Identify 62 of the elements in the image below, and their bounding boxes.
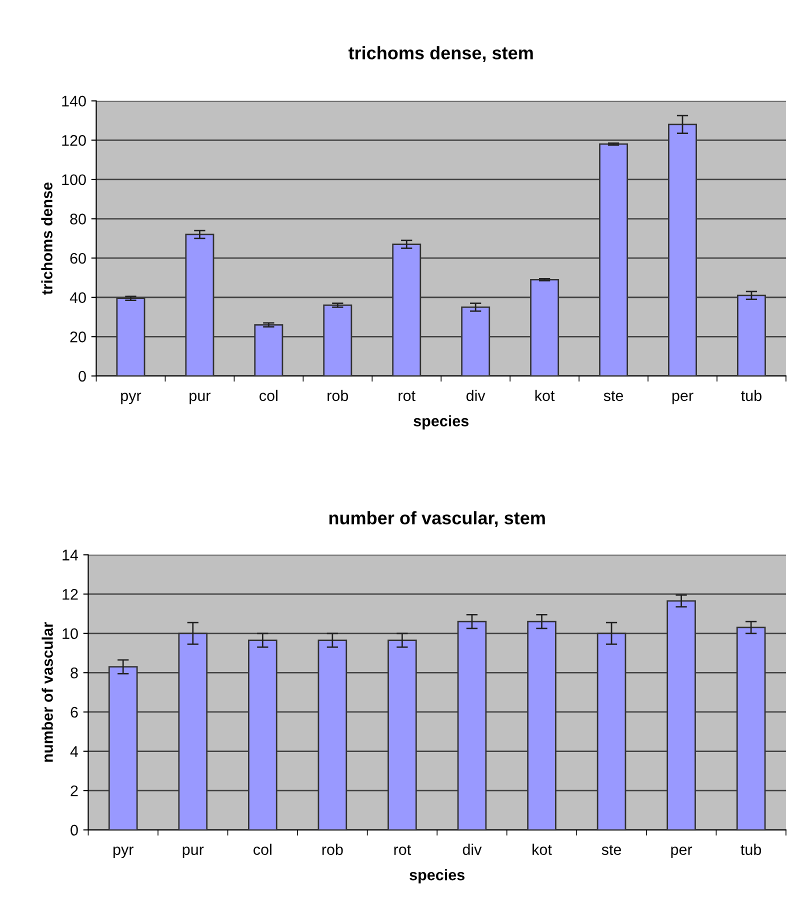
x-tick-label: per [672,392,694,404]
y-tick-label: 20 [70,332,86,342]
x-tick-label: rob [328,390,348,402]
x-tick-label: per [671,846,692,858]
x-tick-label: ste [604,391,624,402]
bar [457,620,487,830]
y-tick-label: 40 [70,292,86,304]
y-tick-label: 120 [62,135,86,146]
bar [736,626,766,830]
y-tick-label: 60 [70,252,86,264]
y-tick-label: 0 [70,824,78,836]
x-tick-label: kot [532,844,552,855]
bar [461,306,490,376]
y-tick-label: 8 [70,668,78,678]
y-tick-label: 100 [62,174,86,186]
bar [254,324,284,376]
bar [108,666,138,830]
y-axis-title: trichoms dense [41,182,52,295]
y-tick-label: 10 [62,628,78,640]
bar [248,640,278,830]
x-tick-label: col [260,390,278,402]
y-tick-label: 0 [78,370,86,382]
bar [666,600,696,830]
x-tick-label: pyr [113,846,134,858]
x-tick-label: tub [741,390,762,402]
bar [318,640,348,830]
x-tick-label: pyr [121,392,142,404]
x-tick-label: pur [182,846,204,858]
x-axis-title: species [410,869,464,884]
x-tick-label: rot [398,391,416,402]
y-tick-label: 6 [70,706,78,718]
y-tick-label: 2 [70,785,78,796]
x-tick-label: ste [602,844,622,855]
bar [116,298,146,376]
x-tick-label: kot [535,390,555,402]
y-tick-label: 140 [62,96,86,107]
bar [736,294,766,376]
y-tick-label: 4 [70,746,78,757]
bar [185,234,214,376]
bar [178,632,208,830]
y-tick-label: 12 [62,588,78,600]
y-tick-label: 14 [62,550,78,560]
x-tick-label: div [462,844,482,855]
bar [596,632,626,830]
x-tick-label: div [466,390,486,402]
x-tick-label: tub [740,844,762,855]
x-tick-label: rob [322,844,343,855]
y-tick-label: 80 [70,214,86,224]
x-tick-label: rot [394,844,412,855]
y-axis-title: number of vascular [42,622,53,762]
bar [530,278,560,376]
bar [323,304,352,376]
bar [388,640,417,830]
bar [527,620,556,830]
x-axis-title: species [414,415,469,430]
bar [668,124,697,376]
chart-title: trichoms dense, stem [348,46,533,62]
bar [392,244,422,376]
bar [599,143,628,376]
x-tick-label: pur [190,392,210,404]
x-tick-label: col [254,844,272,855]
chart-title: number of vascular, stem [329,511,545,528]
